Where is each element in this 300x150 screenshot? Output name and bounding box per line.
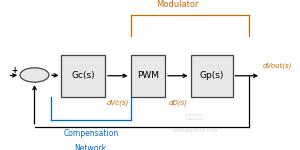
Circle shape xyxy=(20,68,49,82)
Text: Gp(s): Gp(s) xyxy=(199,71,224,80)
Bar xyxy=(130,55,165,97)
Text: Gc(s): Gc(s) xyxy=(71,71,95,80)
Bar xyxy=(61,55,105,97)
Bar xyxy=(190,55,232,97)
Text: 电子发烧友: 电子发烧友 xyxy=(186,114,204,120)
Text: -: - xyxy=(37,76,41,85)
Text: dD(s): dD(s) xyxy=(168,99,187,106)
Text: PWM: PWM xyxy=(137,71,159,80)
Text: dVout(s): dVout(s) xyxy=(262,62,292,69)
Text: www.elecfans.com: www.elecfans.com xyxy=(172,128,218,133)
Text: Network: Network xyxy=(75,144,107,150)
Text: Compensation: Compensation xyxy=(63,129,118,138)
Text: Modulator: Modulator xyxy=(157,0,199,9)
Text: dVc(s): dVc(s) xyxy=(106,99,129,106)
Text: +: + xyxy=(12,66,18,75)
